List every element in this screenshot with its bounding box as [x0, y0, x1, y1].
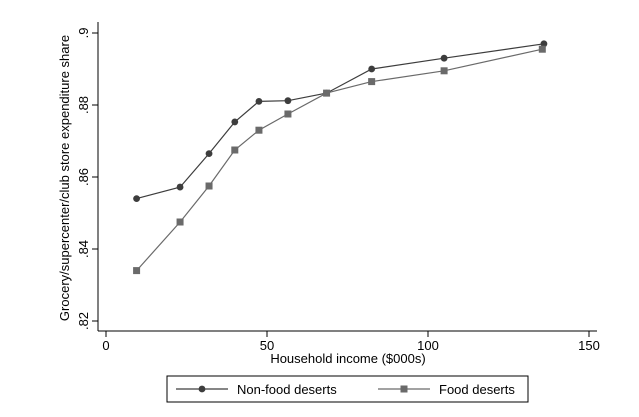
- y-tick-label: .9: [76, 28, 91, 39]
- series-line-food-deserts: [136, 48, 543, 272]
- data-point: [176, 183, 184, 191]
- data-point: [133, 267, 141, 275]
- data-point: [231, 118, 239, 126]
- data-point: [255, 98, 263, 105]
- x-tick-label: 150: [578, 338, 600, 353]
- axes: [97, 22, 597, 332]
- x-tick-label: 100: [417, 338, 439, 353]
- data-point: [368, 65, 376, 73]
- y-tick-label: .88: [76, 96, 91, 114]
- legend: Non-food deserts Food deserts: [166, 375, 529, 403]
- series-food-deserts: [133, 45, 546, 275]
- data-point: [284, 110, 292, 118]
- x-tick-label: 0: [102, 338, 109, 353]
- data-point: [255, 126, 263, 134]
- x-axis-ticks: 0 50 100 150: [102, 331, 600, 353]
- data-point: [540, 40, 548, 48]
- data-point: [205, 150, 213, 158]
- data-point: [323, 89, 331, 97]
- x-axis-label: Household income ($000s): [270, 351, 425, 366]
- y-tick-label: .84: [76, 240, 91, 258]
- data-point: [440, 67, 448, 75]
- y-tick-label: .86: [76, 168, 91, 186]
- y-tick-label: .82: [76, 312, 91, 330]
- legend-label-food-deserts: Food deserts: [439, 382, 515, 397]
- x-tick-label: 50: [260, 338, 274, 353]
- legend-marker-circle: [198, 385, 206, 393]
- data-point: [176, 218, 184, 226]
- data-point: [231, 146, 239, 154]
- series-line-non-food-deserts: [136, 43, 544, 200]
- data-point: [440, 54, 448, 62]
- legend-label-non-food-deserts: Non-food deserts: [237, 382, 337, 397]
- data-point: [368, 78, 376, 86]
- data-point: [284, 97, 292, 105]
- data-point: [205, 182, 213, 190]
- y-axis-ticks: .82 .84 .86 .88 .9: [76, 28, 98, 330]
- legend-entry-non-food-deserts: Non-food deserts: [176, 382, 337, 397]
- y-axis-label: Grocery/supercenter/club store expenditu…: [57, 35, 72, 321]
- legend-marker-square: [400, 385, 408, 393]
- series-layer: [133, 40, 548, 275]
- data-point: [133, 195, 140, 203]
- series-non-food-deserts: [133, 40, 548, 203]
- data-point: [538, 45, 546, 53]
- legend-entry-food-deserts: Food deserts: [378, 382, 515, 397]
